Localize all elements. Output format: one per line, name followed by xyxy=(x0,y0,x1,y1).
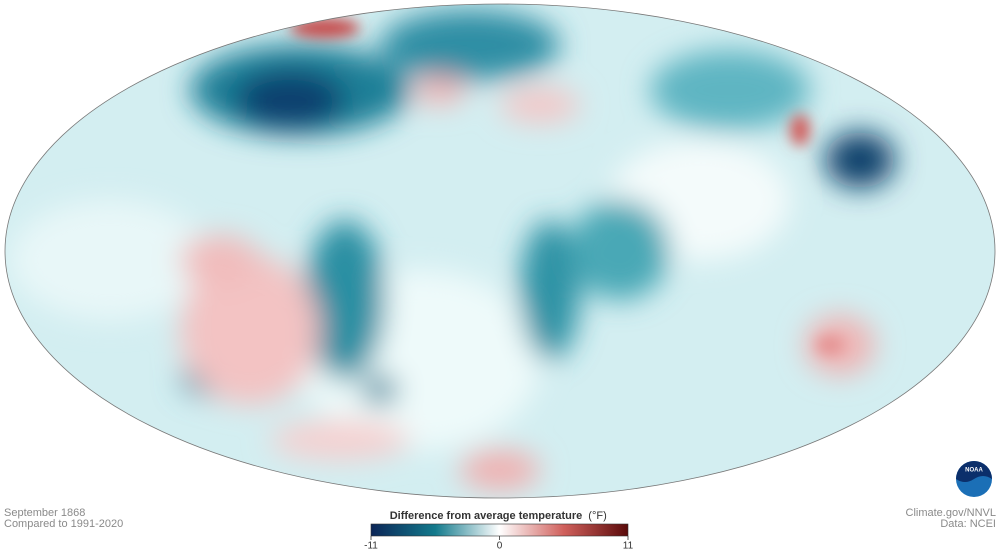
legend: Difference from average temperature (°F)… xyxy=(364,510,633,552)
data-credit: Data: NCEI xyxy=(940,518,996,530)
source-credit: Climate.gov/NNVL xyxy=(906,507,996,519)
baseline-label: Compared to 1991-2020 xyxy=(4,518,123,530)
globe-outline xyxy=(4,3,996,499)
tick-label: 0 xyxy=(497,541,503,552)
tick-label: 11 xyxy=(623,541,634,552)
legend-unit: (°F) xyxy=(588,510,606,522)
date-label: September 1868 xyxy=(4,507,85,519)
anomaly-field xyxy=(5,4,995,498)
noaa-logo: NOAA xyxy=(956,461,992,497)
legend-title: Difference from average temperature xyxy=(390,510,583,522)
logo-text: NOAA xyxy=(965,468,983,474)
tick-label: -11 xyxy=(364,541,378,552)
color-bar xyxy=(370,523,629,537)
